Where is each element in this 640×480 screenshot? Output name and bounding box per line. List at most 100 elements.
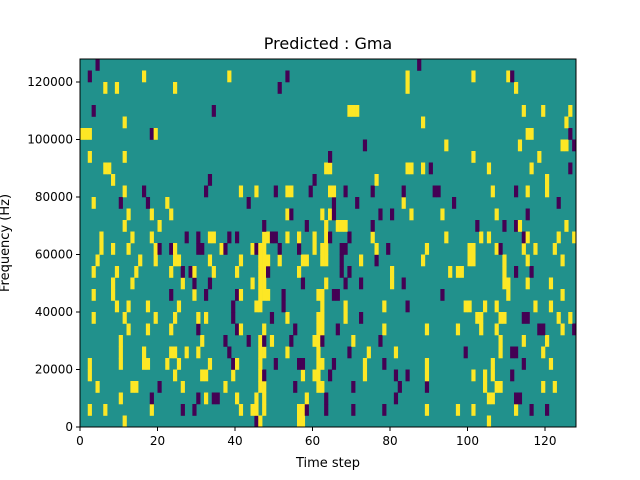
heatmap-cell xyxy=(568,105,573,117)
heatmap-cell xyxy=(118,197,123,209)
heatmap-cell xyxy=(126,300,131,313)
heatmap-cell xyxy=(506,277,511,290)
heatmap-cell xyxy=(409,162,414,175)
heatmap-cell xyxy=(250,277,255,290)
heatmap-cell xyxy=(235,392,240,405)
heatmap-cell xyxy=(320,243,325,255)
heatmap-cell xyxy=(378,208,383,221)
heatmap-cell xyxy=(262,220,267,232)
heatmap-cell xyxy=(266,266,271,278)
heatmap-cell xyxy=(541,105,546,117)
heatmap-cell xyxy=(134,381,139,393)
heatmap-cell xyxy=(277,254,282,267)
heatmap-cell xyxy=(359,254,364,267)
heatmap-cell xyxy=(316,369,321,382)
heatmap-cell xyxy=(87,151,92,163)
heatmap-cell xyxy=(517,220,523,232)
heatmap-cell xyxy=(490,392,495,405)
heatmap-cell xyxy=(300,415,306,428)
heatmap-cell xyxy=(258,266,263,278)
heatmap-cell xyxy=(424,369,430,382)
heatmap-cell xyxy=(192,404,197,416)
heatmap-cell xyxy=(525,254,530,267)
heatmap-cell xyxy=(405,300,410,313)
heatmap-cell xyxy=(238,404,244,416)
heatmap-cell xyxy=(254,392,259,405)
heatmap-cell xyxy=(521,335,526,347)
heatmap-cell xyxy=(339,266,344,278)
heatmap-cell xyxy=(370,231,375,244)
heatmap-cell xyxy=(169,289,174,301)
heatmap-cell xyxy=(556,197,561,209)
heatmap-cell xyxy=(211,231,216,244)
heatmap-cell xyxy=(498,346,503,359)
heatmap-cell xyxy=(545,335,550,347)
heatmap-cell xyxy=(362,358,368,370)
heatmap-cell xyxy=(324,243,329,255)
heatmap-cell xyxy=(269,335,275,347)
heatmap-cell xyxy=(180,404,185,416)
heatmap-cell xyxy=(502,254,507,267)
heatmap-cell xyxy=(130,231,135,244)
heatmap-cell xyxy=(510,369,515,382)
heatmap-cell xyxy=(471,243,476,255)
heatmap-cell xyxy=(258,243,263,255)
heatmap-cell xyxy=(250,404,255,416)
heatmap-cell xyxy=(308,185,313,198)
heatmap-cell xyxy=(564,116,569,129)
heatmap-cell xyxy=(153,128,158,140)
heatmap-cell xyxy=(184,231,189,244)
x-tick-label: 40 xyxy=(227,434,242,448)
heatmap-cell xyxy=(572,139,577,152)
heatmap-cell xyxy=(149,404,154,416)
heatmap-cell xyxy=(300,277,306,290)
heatmap-cell xyxy=(204,312,209,324)
heatmap-cell xyxy=(235,289,240,301)
heatmap-cell xyxy=(440,289,445,301)
heatmap-cell xyxy=(223,243,228,255)
heatmap-cell xyxy=(529,162,534,175)
heatmap-cell xyxy=(324,404,329,416)
y-tick-label: 120000 xyxy=(27,75,73,89)
heatmap-cell xyxy=(169,346,174,359)
heatmap-cell xyxy=(351,105,356,117)
heatmap-cell xyxy=(347,266,352,278)
heatmap-cell xyxy=(533,243,538,255)
chart-title: Predicted : Gma xyxy=(264,34,392,53)
heatmap-cell xyxy=(548,277,554,290)
heatmap-cell xyxy=(223,381,228,393)
heatmap-cell xyxy=(173,82,178,94)
heatmap-cell xyxy=(196,231,201,244)
heatmap-cell xyxy=(304,220,309,232)
heatmap-cell xyxy=(204,392,209,405)
heatmap-cell xyxy=(374,174,379,186)
heatmap-cell xyxy=(258,277,263,290)
heatmap-cell xyxy=(149,392,154,405)
heatmap-cell xyxy=(254,415,259,428)
heatmap-cell xyxy=(258,415,263,428)
heatmap-cell xyxy=(207,254,213,267)
heatmap-cell xyxy=(304,254,309,267)
heatmap-cell xyxy=(370,220,375,232)
heatmap-cell xyxy=(149,128,154,140)
heatmap-cell xyxy=(564,220,569,232)
heatmap-cell xyxy=(297,231,302,244)
heatmap-cell xyxy=(331,208,337,221)
heatmap-cell xyxy=(83,128,89,140)
heatmap-cell xyxy=(196,346,201,359)
heatmap-cell xyxy=(459,266,464,278)
x-tick-label: 120 xyxy=(534,434,557,448)
heatmap-cell xyxy=(514,392,519,405)
heatmap-cell xyxy=(316,346,321,359)
heatmap-cell xyxy=(91,197,96,209)
heatmap-cell xyxy=(556,231,561,244)
heatmap-cell xyxy=(173,312,178,324)
heatmap-cell xyxy=(165,358,170,370)
heatmap-cell xyxy=(568,162,573,175)
heatmap-cell xyxy=(494,243,499,255)
heatmap-cell xyxy=(514,185,519,198)
heatmap-cell xyxy=(545,174,550,186)
heatmap-cell xyxy=(134,266,139,278)
heatmap-cell xyxy=(390,277,395,290)
heatmap-cell xyxy=(211,266,216,278)
